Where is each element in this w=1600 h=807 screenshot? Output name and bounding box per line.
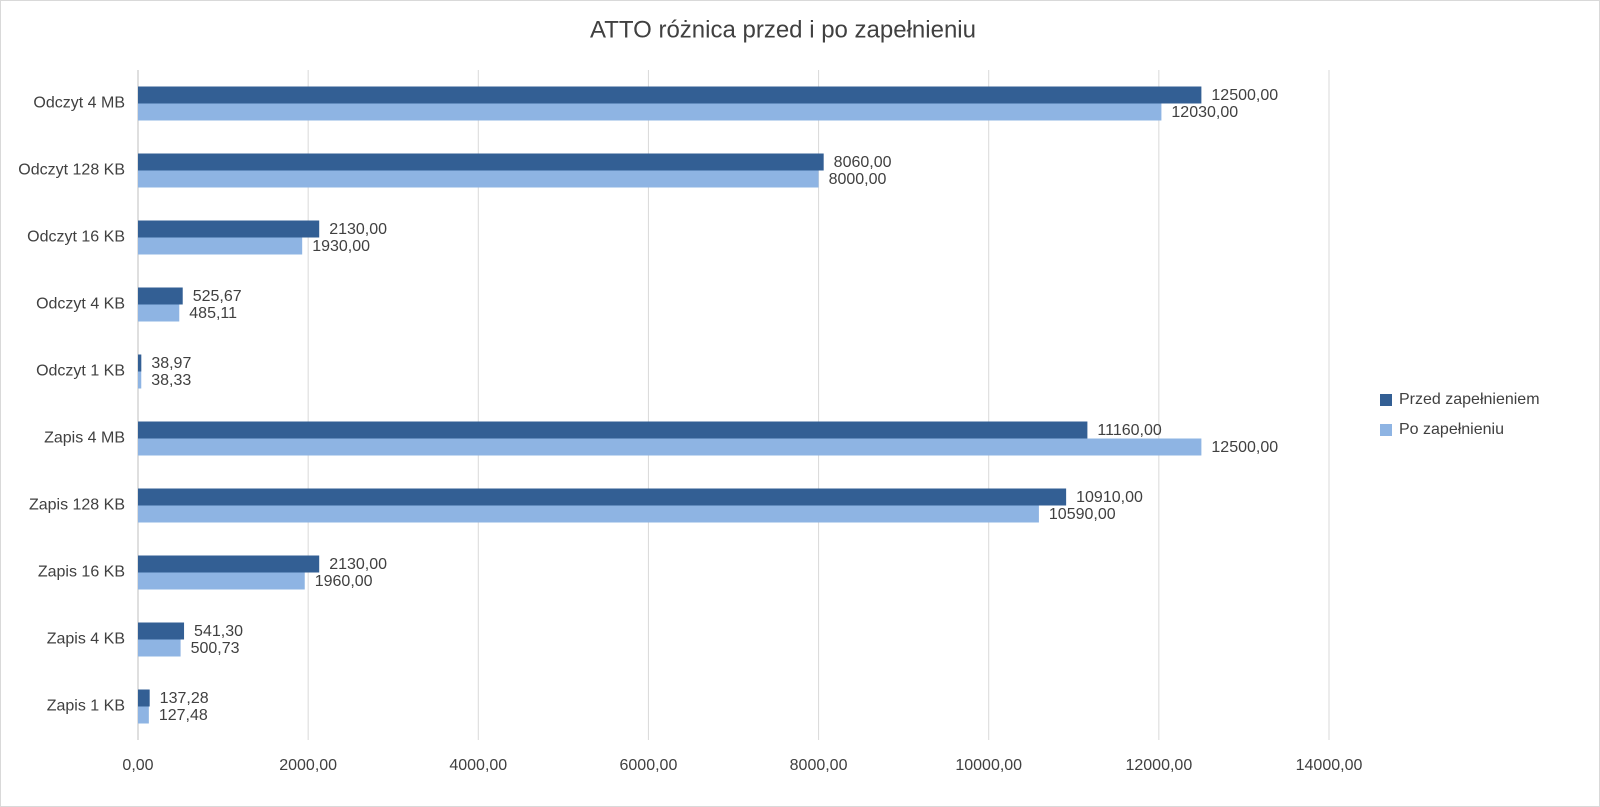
x-tick-label: 14000,00	[1296, 757, 1363, 774]
y-tick-label: Zapis 4 KB	[47, 631, 125, 648]
value-label: 485,11	[189, 305, 237, 322]
value-label: 127,48	[159, 707, 208, 724]
x-tick-label: 8000,00	[790, 757, 848, 774]
bar	[138, 237, 303, 255]
value-label: 12030,00	[1171, 104, 1238, 121]
value-label: 1960,00	[315, 573, 373, 590]
bar	[138, 438, 1202, 456]
value-label: 8000,00	[829, 171, 887, 188]
bar	[138, 287, 183, 305]
legend-label: Po zapełnieniu	[1399, 421, 1504, 438]
bar	[138, 371, 142, 389]
y-tick-label: Odczyt 1 KB	[36, 363, 125, 380]
y-tick-label: Odczyt 128 KB	[18, 162, 125, 179]
y-tick-label: Odczyt 4 KB	[36, 296, 125, 313]
x-tick-label: 0,00	[122, 757, 153, 774]
bar	[138, 103, 1162, 121]
y-tick-label: Odczyt 16 KB	[27, 229, 125, 246]
value-label: 137,28	[160, 690, 209, 707]
bar	[138, 505, 1039, 523]
bar	[138, 622, 185, 640]
x-tick-label: 10000,00	[955, 757, 1022, 774]
bar	[138, 421, 1088, 439]
bar	[138, 153, 824, 171]
bar	[138, 220, 320, 238]
value-label: 11160,00	[1097, 422, 1161, 439]
y-tick-label: Zapis 128 KB	[29, 497, 125, 514]
bar	[138, 304, 180, 322]
value-label: 1930,00	[312, 238, 370, 255]
legend-swatch	[1380, 394, 1392, 406]
value-label: 2130,00	[329, 221, 387, 238]
bar	[138, 170, 819, 188]
value-label: 10910,00	[1076, 489, 1143, 506]
value-label: 38,33	[151, 372, 191, 389]
x-tick-label: 12000,00	[1125, 757, 1192, 774]
bar	[138, 572, 305, 590]
legend-swatch	[1380, 424, 1392, 436]
bar	[138, 86, 1202, 104]
value-label: 2130,00	[329, 556, 387, 573]
bar	[138, 555, 320, 573]
bar	[138, 639, 181, 657]
bar	[138, 706, 149, 724]
value-label: 10590,00	[1049, 506, 1116, 523]
legend-label: Przed zapełnieniem	[1399, 391, 1540, 408]
value-label: 541,30	[194, 623, 243, 640]
bar	[138, 689, 150, 707]
value-label: 500,73	[191, 640, 240, 657]
y-tick-label: Zapis 4 MB	[44, 430, 125, 447]
chart-title: ATTO różnica przed i po zapełnieniu	[590, 16, 976, 43]
x-tick-label: 6000,00	[620, 757, 678, 774]
y-tick-label: Zapis 1 KB	[47, 698, 125, 715]
value-label: 8060,00	[834, 154, 892, 171]
value-label: 38,97	[151, 355, 191, 372]
bar	[138, 354, 142, 372]
x-tick-label: 2000,00	[279, 757, 337, 774]
y-tick-label: Zapis 16 KB	[38, 564, 125, 581]
y-tick-label: Odczyt 4 MB	[33, 95, 125, 112]
bar	[138, 488, 1067, 506]
value-label: 525,67	[193, 288, 242, 305]
value-label: 12500,00	[1211, 439, 1278, 456]
x-tick-label: 4000,00	[449, 757, 507, 774]
value-label: 12500,00	[1211, 87, 1278, 104]
